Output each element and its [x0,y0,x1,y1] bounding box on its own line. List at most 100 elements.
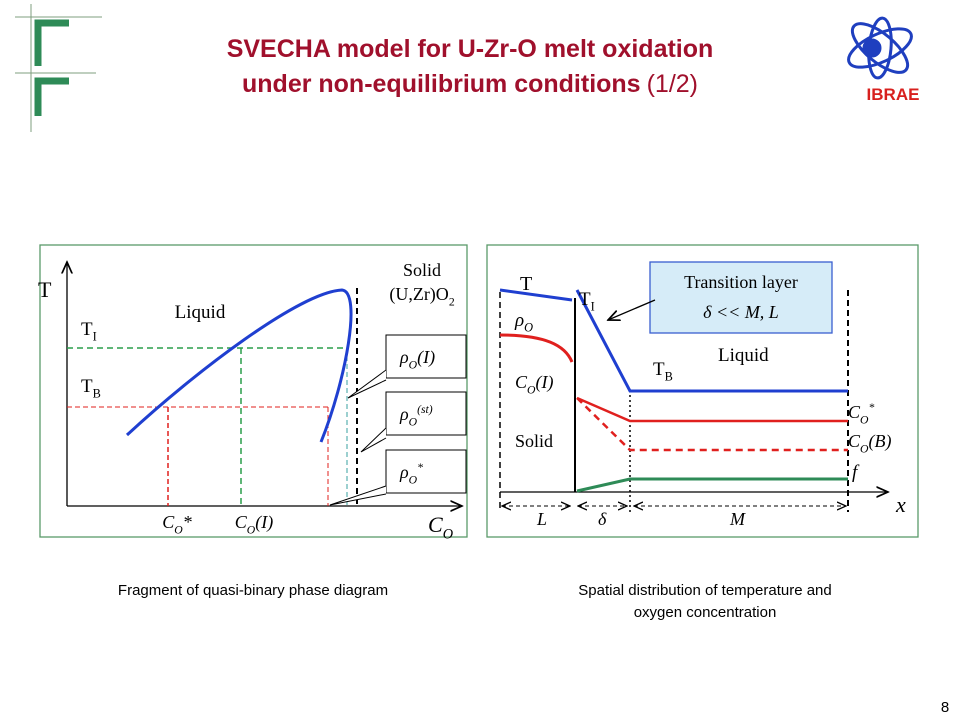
label: CO(I) [515,372,553,396]
label: ρO [514,310,533,335]
text-part: I [591,300,595,314]
shape [499,288,573,302]
text-part: C [848,402,861,422]
x-label: CO* [162,512,191,536]
text-part: O [409,415,418,428]
shape [575,289,848,393]
right-panel [486,244,919,538]
shape [385,391,467,436]
shape [125,288,353,443]
title-part: under non-equilibrium conditions [242,70,641,98]
shape [850,22,910,74]
text-part: T [653,359,665,380]
box-label: ρO(st) [399,403,433,429]
label: δ << M, L [703,302,779,322]
text-part: * [868,401,874,414]
label: Liquid [175,302,226,323]
corner-decoration [15,4,102,132]
text-part: O [174,523,183,536]
shape [499,333,574,363]
label: f [852,462,860,483]
shape [347,369,387,399]
label: TB [81,376,101,401]
caption: oxygen concentration [634,604,777,621]
text-part: T [81,319,93,340]
shape [385,334,467,379]
logo [847,16,913,80]
label: TI [81,319,97,344]
text-part: ρ [399,347,409,367]
shape [576,396,848,423]
shape [862,38,882,58]
label: M [729,509,746,529]
label: Solid [515,431,553,451]
text-part: O [409,358,418,371]
text-part: O [247,523,256,536]
label: T [520,273,532,295]
text-part: O [409,473,418,486]
text-part: C [848,431,861,451]
text-part: C [515,372,528,392]
text-part: I [93,330,97,344]
shape [576,477,848,493]
label: L [536,509,547,529]
left-panel [39,244,468,538]
box-label: ρO* [399,461,423,487]
title: under non-equilibrium conditions (1/2) [242,70,698,98]
text-part: O [527,383,536,396]
text-part: ρ [399,404,409,424]
axis-label: CO [428,512,453,543]
text-part: O [524,321,533,335]
box-label: ρO(I) [399,347,435,371]
caption: Spatial distribution of temperature and [578,582,831,599]
text-part: B [665,370,673,384]
text-part: (U,Zr)O [389,284,448,305]
text-part: * [417,461,423,474]
text-part: T [579,289,591,310]
text-part: C [428,512,443,537]
shape [329,485,387,506]
label: CO(B) [848,431,891,455]
shape [385,449,467,494]
label: Transition layer [684,272,798,292]
label: Solid [403,260,441,280]
shape [608,299,656,320]
shape [576,397,848,452]
label: δ [598,509,607,529]
label: CO* [848,401,874,427]
title: SVECHA model for U-Zr-O melt oxidation [227,35,714,63]
x-label: CO(I) [235,512,273,536]
label: (U,Zr)O2 [389,284,454,308]
label: Liquid [718,345,769,366]
text-part: (B) [868,431,891,452]
text-part: C [162,512,175,532]
text-part: * [183,512,192,532]
text-part: (I) [417,347,435,368]
page-number: 8 [941,699,949,716]
text-part: B [93,387,101,401]
text-part: T [81,376,93,397]
label: TB [653,359,673,384]
shape [34,19,69,66]
label: x [895,492,906,517]
text-part: O [860,413,869,426]
text-part: (st) [417,403,433,416]
text-part: O [443,527,453,543]
axis-label: T [38,277,52,302]
shape [649,261,833,334]
text-part: (I) [535,372,553,393]
shape [360,427,387,453]
text-part: ρ [399,462,409,482]
logo-text: IBRAE [867,85,920,104]
diagram-shapes [67,262,888,512]
shape [847,27,913,69]
text-part: C [235,512,248,532]
text-part: 2 [449,295,455,308]
caption: Fragment of quasi-binary phase diagram [118,582,388,599]
label: TI [579,289,595,314]
text-part: (I) [255,512,273,533]
text-part: ρ [514,310,524,331]
text-part: O [860,442,869,455]
shape [34,77,69,116]
